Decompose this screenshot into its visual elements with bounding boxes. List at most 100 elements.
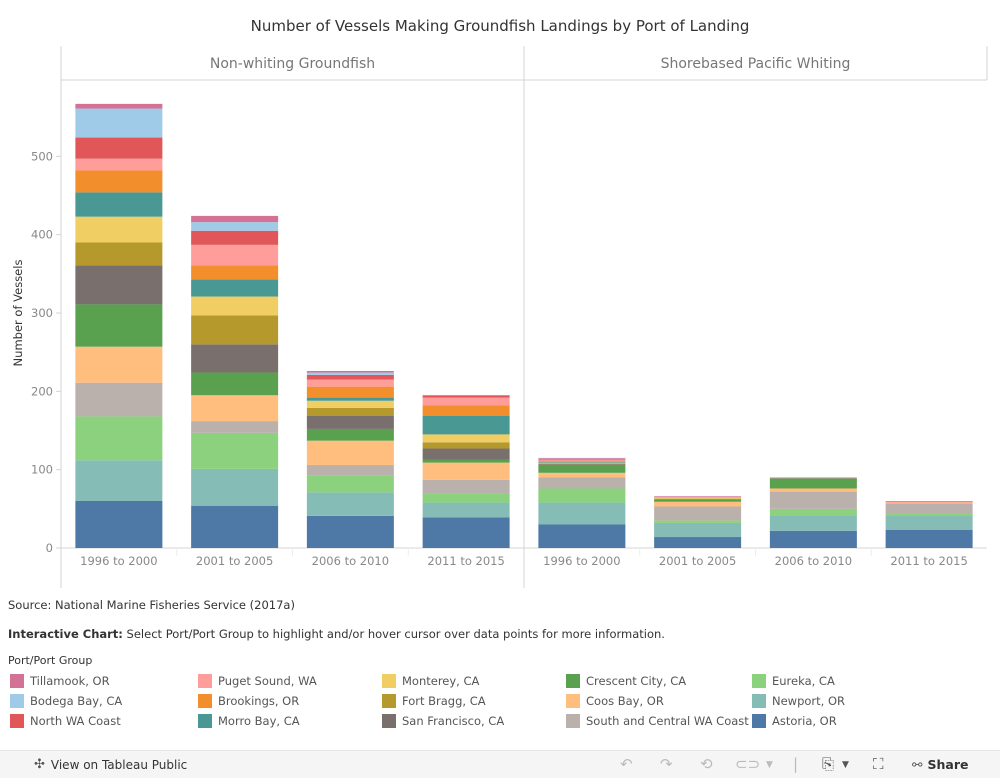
bar-segment[interactable]: South and Central WA Coast · Shorebased …	[538, 477, 626, 489]
bar-segment[interactable]: North WA Coast · Non-whiting Groundfish …	[422, 395, 510, 398]
bar-segment[interactable]: Tillamook, OR · Non-whiting Groundfish ·…	[306, 370, 394, 373]
bar-segment[interactable]: San Francisco, CA · Non-whiting Groundfi…	[191, 344, 279, 373]
bar-segment[interactable]: Bodega Bay, CA · Non-whiting Groundfish …	[306, 372, 394, 375]
bar-segment[interactable]: Eureka, CA · Shorebased Pacific Whiting …	[654, 520, 742, 523]
bar-segment[interactable]: Crescent City, CA · Shorebased Pacific W…	[769, 478, 857, 489]
bar-segment[interactable]: Astoria, OR · Non-whiting Groundfish · 2…	[422, 517, 510, 548]
bar-segment[interactable]: Astoria, OR · Shorebased Pacific Whiting…	[538, 524, 626, 548]
bar-segment[interactable]: Coos Bay, OR · Shorebased Pacific Whitin…	[654, 501, 742, 507]
bar-segment[interactable]: North WA Coast · Non-whiting Groundfish …	[75, 137, 163, 159]
bar-segment[interactable]: Newport, OR · Non-whiting Groundfish · 2…	[191, 468, 279, 506]
bar-segment[interactable]: Coos Bay, OR · Shorebased Pacific Whitin…	[538, 472, 626, 478]
bar-segment[interactable]: Newport, OR · Non-whiting Groundfish · 2…	[306, 492, 394, 516]
legend-item[interactable]: Crescent City, CA	[566, 673, 686, 689]
legend-item[interactable]: Newport, OR	[752, 693, 845, 709]
legend-item[interactable]: Fort Bragg, CA	[382, 693, 486, 709]
bar-segment[interactable]: San Francisco, CA · Non-whiting Groundfi…	[306, 415, 394, 429]
bar-segment[interactable]: Brookings, OR · Non-whiting Groundfish ·…	[75, 170, 163, 193]
share-button[interactable]: ⚯ Share	[912, 757, 968, 772]
redo-icon[interactable]: ↷	[660, 755, 673, 773]
refresh-icon[interactable]: ⊂⊃	[735, 755, 761, 773]
download-icon[interactable]: ⎘	[822, 755, 835, 773]
bar-segment[interactable]: Coos Bay, OR · Non-whiting Groundfish · …	[75, 346, 163, 383]
bar-segment[interactable]: Monterey, CA · Non-whiting Groundfish · …	[75, 216, 163, 243]
bar-segment[interactable]: Eureka, CA · Non-whiting Groundfish · 19…	[75, 416, 163, 461]
bar-segment[interactable]: Bodega Bay, CA · Non-whiting Groundfish …	[191, 222, 279, 231]
bar-segment[interactable]: Crescent City, CA · Shorebased Pacific W…	[654, 499, 742, 502]
bar-segment[interactable]: South and Central WA Coast · Shorebased …	[654, 506, 742, 521]
bar-segment[interactable]: Fort Bragg, CA · Shorebased Pacific Whit…	[538, 463, 626, 465]
bar-segment[interactable]: South and Central WA Coast · Non-whiting…	[306, 464, 394, 476]
bar-segment[interactable]: San Francisco, CA · Shorebased Pacific W…	[538, 464, 626, 465]
bar-segment[interactable]: Coos Bay, OR · Non-whiting Groundfish · …	[191, 395, 279, 422]
bar-segment[interactable]: Monterey, CA · Non-whiting Groundfish · …	[191, 296, 279, 316]
bar-segment[interactable]: Morro Bay, CA · Non-whiting Groundfish ·…	[306, 397, 394, 401]
bar-segment[interactable]: Crescent City, CA · Non-whiting Groundfi…	[75, 304, 163, 347]
refresh-dropdown-icon[interactable]: ▼	[766, 760, 773, 770]
bar-segment[interactable]: Astoria, OR · Non-whiting Groundfish · 2…	[191, 505, 279, 548]
bar-segment[interactable]: Morro Bay, CA · Non-whiting Groundfish ·…	[422, 415, 510, 435]
bar-segment[interactable]: South and Central WA Coast · Shorebased …	[769, 491, 857, 509]
bar-segment[interactable]: Puget Sound, WA · Shorebased Pacific Whi…	[885, 501, 973, 503]
legend-item[interactable]: Astoria, OR	[752, 713, 837, 729]
bar-segment[interactable]: Tillamook, OR · Non-whiting Groundfish ·…	[191, 215, 279, 223]
fullscreen-icon[interactable]: ⛶	[873, 755, 884, 773]
bar-segment[interactable]: Eureka, CA · Shorebased Pacific Whiting …	[538, 488, 626, 503]
legend-item[interactable]: Puget Sound, WA	[198, 673, 317, 689]
bar-segment[interactable]: Morro Bay, CA · Non-whiting Groundfish ·…	[75, 192, 163, 217]
bar-segment[interactable]: San Francisco, CA · Non-whiting Groundfi…	[75, 265, 163, 305]
bar-segment[interactable]: Puget Sound, WA · Shorebased Pacific Whi…	[654, 497, 742, 498]
bar-segment[interactable]: Eureka, CA · Non-whiting Groundfish · 20…	[422, 493, 510, 503]
bar-segment[interactable]: Astoria, OR · Shorebased Pacific Whiting…	[885, 529, 973, 548]
bar-segment[interactable]: Crescent City, CA · Shorebased Pacific W…	[538, 464, 626, 473]
bar-segment[interactable]: Brookings, OR · Non-whiting Groundfish ·…	[191, 265, 279, 280]
bar-segment[interactable]: Astoria, OR · Shorebased Pacific Whiting…	[654, 537, 742, 548]
bar-segment[interactable]: Monterey, CA · Shorebased Pacific Whitin…	[654, 497, 742, 499]
bar-segment[interactable]: Newport, OR · Non-whiting Groundfish · 2…	[422, 502, 510, 518]
legend-item[interactable]: San Francisco, CA	[382, 713, 504, 729]
legend-item[interactable]: North WA Coast	[10, 713, 121, 729]
bar-segment[interactable]: Astoria, OR · Non-whiting Groundfish · 1…	[75, 501, 163, 548]
legend-item[interactable]: Coos Bay, OR	[566, 693, 664, 709]
legend-item[interactable]: Monterey, CA	[382, 673, 479, 689]
bar-segment[interactable]: Monterey, CA · Shorebased Pacific Whitin…	[538, 462, 626, 464]
bar-segment[interactable]: Fort Bragg, CA · Non-whiting Groundfish …	[75, 242, 163, 266]
bar-segment[interactable]: Eureka, CA · Non-whiting Groundfish · 20…	[306, 475, 394, 493]
bar-segment[interactable]: Tillamook, OR · Shorebased Pacific Whiti…	[769, 477, 857, 479]
bar-segment[interactable]: South and Central WA Coast · Non-whiting…	[191, 421, 279, 433]
bar-segment[interactable]: North WA Coast · Shorebased Pacific Whit…	[538, 459, 626, 461]
bar-segment[interactable]: Bodega Bay, CA · Non-whiting Groundfish …	[75, 108, 163, 138]
legend-item[interactable]: Tillamook, OR	[10, 673, 110, 689]
bar-segment[interactable]: Puget Sound, WA · Shorebased Pacific Whi…	[538, 460, 626, 462]
bar-segment[interactable]: Morro Bay, CA · Non-whiting Groundfish ·…	[191, 279, 279, 297]
bar-segment[interactable]: Fort Bragg, CA · Non-whiting Groundfish …	[191, 315, 279, 345]
bar-segment[interactable]: Newport, OR · Shorebased Pacific Whiting…	[769, 515, 857, 531]
legend-item[interactable]: Morro Bay, CA	[198, 713, 300, 729]
bar-segment[interactable]: Puget Sound, WA · Non-whiting Groundfish…	[191, 244, 279, 266]
legend-item[interactable]: Bodega Bay, CA	[10, 693, 122, 709]
bar-segment[interactable]: Tillamook, OR · Shorebased Pacific Whiti…	[654, 496, 742, 498]
bar-segment[interactable]: Puget Sound, WA · Non-whiting Groundfish…	[75, 158, 163, 171]
bar-segment[interactable]: South and Central WA Coast · Shorebased …	[885, 503, 973, 514]
bar-segment[interactable]: Eureka, CA · Non-whiting Groundfish · 20…	[191, 432, 279, 469]
bar-segment[interactable]: Brookings, OR · Non-whiting Groundfish ·…	[306, 386, 394, 398]
bar-segment[interactable]: Tillamook, OR · Shorebased Pacific Whiti…	[885, 501, 973, 502]
bar-segment[interactable]: Eureka, CA · Shorebased Pacific Whiting …	[769, 508, 857, 516]
bar-segment[interactable]: Fort Bragg, CA · Shorebased Pacific Whit…	[654, 498, 742, 500]
bar-segment[interactable]: Tillamook, OR · Non-whiting Groundfish ·…	[75, 103, 163, 109]
bar-segment[interactable]: Brookings, OR · Shorebased Pacific Whiti…	[538, 461, 626, 462]
bar-segment[interactable]: Newport, OR · Shorebased Pacific Whiting…	[885, 515, 973, 530]
bar-segment[interactable]: Morro Bay, CA · Shorebased Pacific Whiti…	[538, 461, 626, 463]
legend-item[interactable]: South and Central WA Coast	[566, 713, 749, 729]
bar-segment[interactable]: Coos Bay, OR · Non-whiting Groundfish · …	[306, 440, 394, 465]
bar-segment[interactable]: South and Central WA Coast · Non-whiting…	[75, 382, 163, 417]
bar-segment[interactable]: Coos Bay, OR · Non-whiting Groundfish · …	[422, 462, 510, 480]
bar-segment[interactable]: Crescent City, CA · Non-whiting Groundfi…	[306, 428, 394, 441]
bar-segment[interactable]: Newport, OR · Shorebased Pacific Whiting…	[538, 502, 626, 525]
legend-item[interactable]: Eureka, CA	[752, 673, 835, 689]
bar-segment[interactable]: Coos Bay, OR · Shorebased Pacific Whitin…	[769, 488, 857, 492]
bar-segment[interactable]: North WA Coast · Non-whiting Groundfish …	[306, 374, 394, 380]
bar-segment[interactable]: Bodega Bay, CA · Shorebased Pacific Whit…	[538, 458, 626, 460]
bar-segment[interactable]: Coos Bay, OR · Shorebased Pacific Whitin…	[885, 502, 973, 504]
bar-segment[interactable]: Puget Sound, WA · Non-whiting Groundfish…	[422, 397, 510, 406]
